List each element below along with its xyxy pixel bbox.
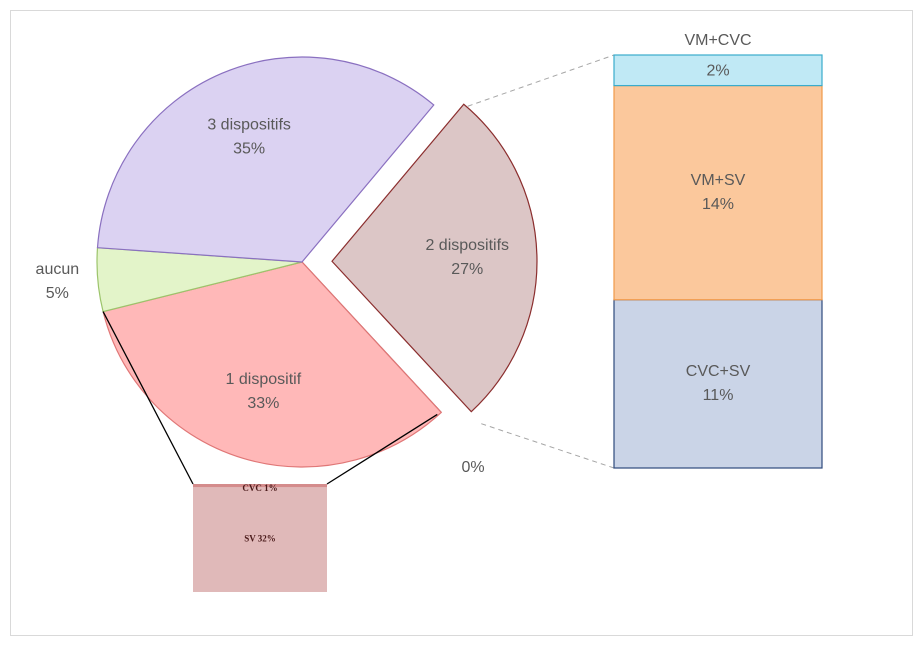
segment-value-label: 32% (258, 534, 276, 544)
segment-value-label: 11% (703, 387, 734, 404)
slice-value-label: 33% (247, 395, 279, 412)
slice-value-label: 0% (462, 459, 485, 476)
slice-label: 3 dispositifs (207, 117, 291, 134)
connector (467, 54, 615, 107)
bar-segment (613, 54, 823, 87)
slice-label: 2 dispositifs (425, 237, 509, 254)
segment-value-label: 1% (264, 483, 278, 493)
slice-value-label: 27% (451, 261, 483, 278)
slice-value-label: 5% (46, 285, 69, 302)
segment-label: VM+SV (691, 172, 746, 189)
pie-slice (331, 103, 538, 413)
bar-segment (193, 487, 327, 592)
segment-label: CVC+SV (686, 363, 751, 380)
slice-label: aucun (36, 261, 80, 278)
bar-segment (613, 299, 823, 469)
slice-value-label: 35% (233, 141, 265, 158)
pie-slice (102, 261, 443, 468)
bar-segment (193, 484, 327, 488)
segment-value-label: 2% (706, 63, 729, 80)
segment-label: VM+CVC (684, 32, 751, 49)
pie-slice (96, 56, 435, 263)
bar-segment (613, 84, 823, 301)
segment-name: CVC (242, 483, 262, 493)
connector (102, 311, 194, 485)
segment-name: SV (244, 534, 256, 544)
slice-label: 1 dispositif (226, 371, 302, 388)
connector (326, 413, 438, 485)
segment-label: CVC 1% (242, 483, 277, 493)
segment-label: SV 32% (244, 534, 276, 544)
segment-value-label: 14% (702, 196, 734, 213)
